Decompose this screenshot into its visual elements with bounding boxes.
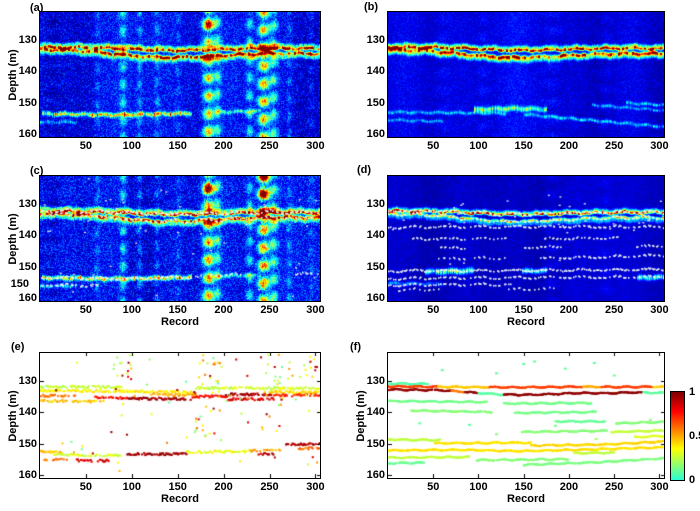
panel-f-xtick-150: 150 xyxy=(514,481,533,493)
panel-a-plot xyxy=(39,11,321,138)
panel-c-ytick-140: 140 xyxy=(18,229,37,242)
colorbar-tick-0: 0 xyxy=(689,474,696,486)
panel-c-ylabel: Depth (m) xyxy=(7,212,19,265)
panel-e-ytick-140: 140 xyxy=(18,406,37,419)
colorbar-tick-0.5: 0.5 xyxy=(689,430,700,442)
panel-d-ytick-130: 130 xyxy=(366,198,385,211)
panel-a-xtick-200: 200 xyxy=(214,140,233,152)
panel-e-ytick-150: 150 xyxy=(18,437,37,450)
panel-f-xtick-50: 50 xyxy=(427,481,440,493)
panel-c-xtick-150: 150 xyxy=(168,304,187,316)
panel-c-ytick-160: 160 xyxy=(18,291,37,304)
panel-d-xtick-100: 100 xyxy=(469,304,488,316)
panel-e-ytick-130: 130 xyxy=(18,375,37,388)
panel-d-xtick-300: 300 xyxy=(650,304,669,316)
panel-e-xtick-150: 150 xyxy=(168,481,187,493)
panel-d-ytick-150: 150 xyxy=(366,260,385,273)
panel-f-xtick-300: 300 xyxy=(650,481,669,493)
panel-e-letter: (e) xyxy=(11,341,25,353)
panel-b-ytick-160: 160 xyxy=(366,127,385,140)
panel-c-xtick-300: 300 xyxy=(306,304,325,316)
panel-b-xtick-100: 100 xyxy=(469,140,488,152)
panel-e-xtick-100: 100 xyxy=(122,481,141,493)
panel-b-xtick-300: 300 xyxy=(650,140,669,152)
panel-e-xlabel: Record xyxy=(161,493,199,505)
panel-d-xtick-150: 150 xyxy=(514,304,533,316)
colorbar-gradient xyxy=(670,391,685,481)
panel-c-xtick-100: 100 xyxy=(122,304,141,316)
panel-f-xtick-200: 200 xyxy=(559,481,579,493)
panel-a-ytick-150: 150 xyxy=(18,96,37,109)
colorbar-tick-1: 1 xyxy=(689,386,696,398)
panel-f-xlabel: Record xyxy=(507,493,545,505)
panel-a-xtick-100: 100 xyxy=(122,140,141,152)
panel-e-xtick-50: 50 xyxy=(79,481,93,493)
panel-c-xlabel: Record xyxy=(161,316,199,328)
panel-c-extra-ytick: 150 xyxy=(10,278,29,291)
panel-b-letter: (b) xyxy=(364,1,379,13)
panel-e-plot xyxy=(39,352,321,479)
panel-f-plot xyxy=(387,352,665,479)
panel-c-letter: (c) xyxy=(30,165,44,177)
panel-f-ytick-150: 150 xyxy=(366,437,385,450)
panel-d-xtick-200: 200 xyxy=(559,304,579,316)
panel-d-letter: (d) xyxy=(357,164,372,176)
panel-b-ytick-150: 150 xyxy=(366,96,385,109)
panel-f-ylabel: Depth (m) xyxy=(355,389,367,442)
panel-e-ytick-160: 160 xyxy=(18,468,37,481)
panel-a-ytick-160: 160 xyxy=(18,127,37,140)
panel-b-plot xyxy=(387,11,665,138)
panel-e-xtick-250: 250 xyxy=(260,481,279,493)
panel-f-ytick-130: 130 xyxy=(366,375,385,388)
panel-a-xtick-150: 150 xyxy=(168,140,187,152)
panel-b-xtick-250: 250 xyxy=(605,140,624,152)
panel-d-xtick-50: 50 xyxy=(427,304,440,316)
panel-f-xtick-250: 250 xyxy=(605,481,624,493)
panel-c-xtick-250: 250 xyxy=(260,304,279,316)
panel-a-ylabel: Depth (m) xyxy=(7,48,19,101)
panel-e-xtick-200: 200 xyxy=(214,481,233,493)
panel-e-xtick-300: 300 xyxy=(306,481,325,493)
panel-b-xtick-200: 200 xyxy=(559,140,579,152)
panel-b-xtick-150: 150 xyxy=(514,140,533,152)
panel-c-xtick-50: 50 xyxy=(79,304,93,316)
panel-a-xtick-50: 50 xyxy=(79,140,93,152)
panel-c-ytick-130: 130 xyxy=(18,198,37,211)
panel-c-ytick-150: 150 xyxy=(18,260,37,273)
panel-f-ytick-140: 140 xyxy=(366,406,385,419)
panel-d-xlabel: Record xyxy=(507,316,545,328)
panel-f-xtick-100: 100 xyxy=(469,481,488,493)
panel-c-plot xyxy=(39,175,321,302)
panel-c-xtick-200: 200 xyxy=(214,304,233,316)
panel-d-plot xyxy=(387,175,665,302)
panel-d-xtick-250: 250 xyxy=(605,304,624,316)
panel-f-letter: (f) xyxy=(350,341,361,353)
panel-b-xtick-50: 50 xyxy=(427,140,440,152)
panel-a-xtick-250: 250 xyxy=(260,140,279,152)
panel-b-ytick-130: 130 xyxy=(366,34,385,47)
panel-a-ytick-140: 140 xyxy=(18,65,37,78)
panel-d-ytick-160: 160 xyxy=(366,291,385,304)
panel-d-ytick-140: 140 xyxy=(366,229,385,242)
panel-e-ylabel: Depth (m) xyxy=(7,389,19,442)
panel-a-ytick-130: 130 xyxy=(18,34,37,47)
panel-b-ytick-140: 140 xyxy=(366,65,385,78)
panel-f-ytick-160: 160 xyxy=(366,468,385,481)
panel-a-xtick-300: 300 xyxy=(306,140,325,152)
